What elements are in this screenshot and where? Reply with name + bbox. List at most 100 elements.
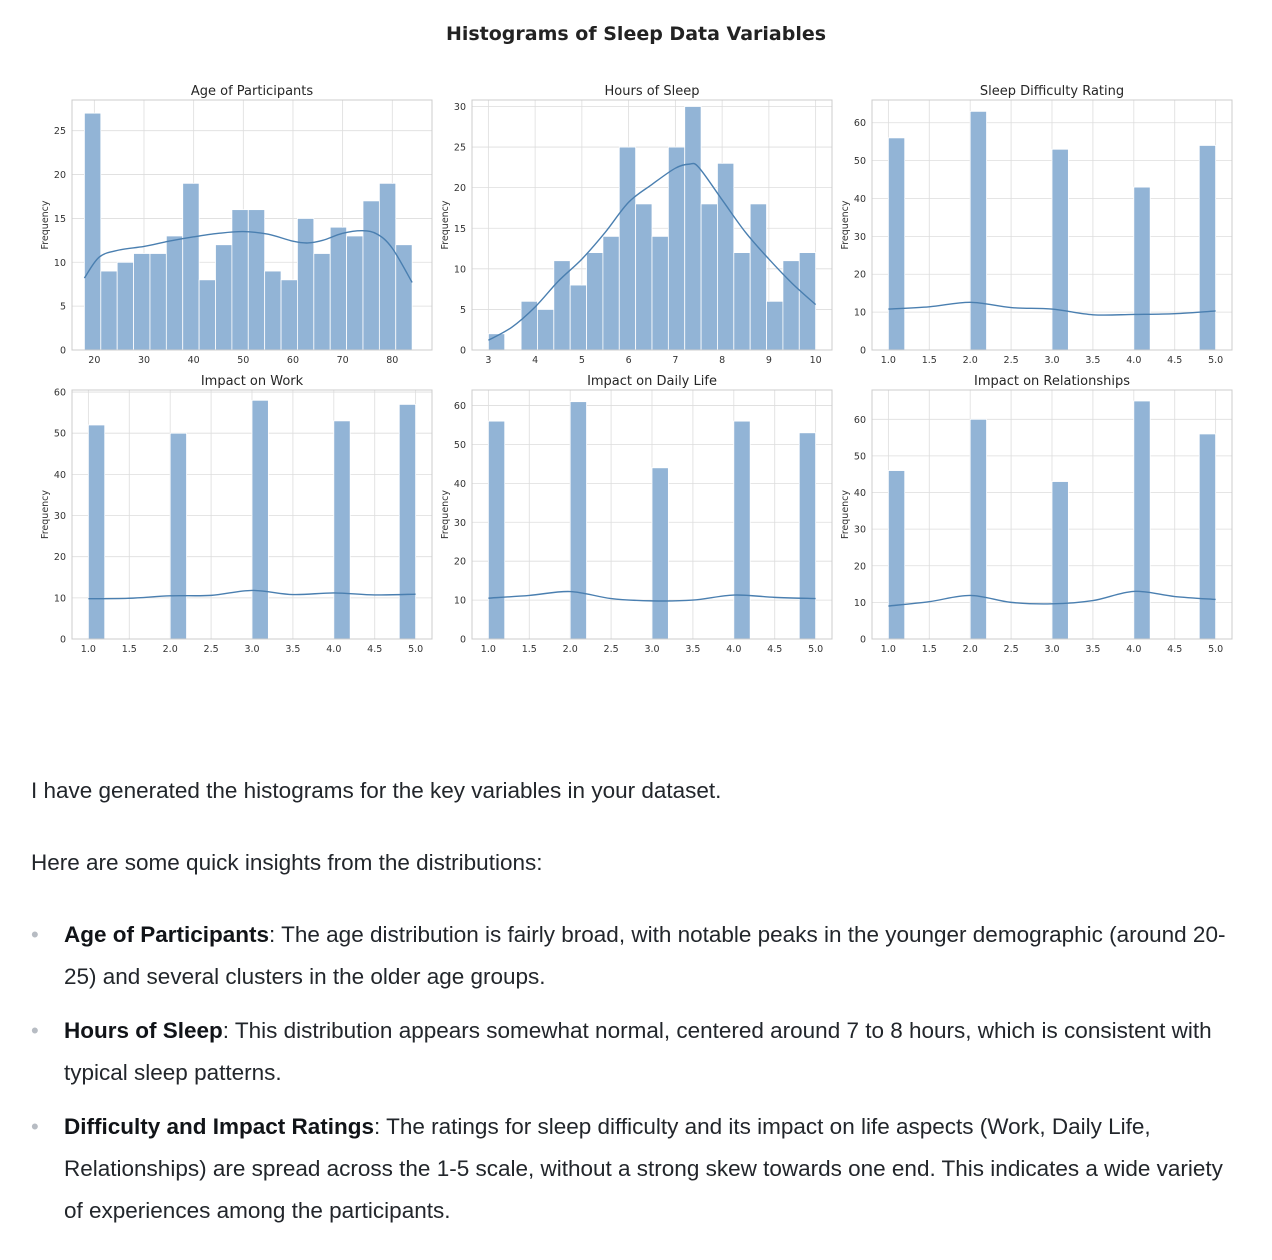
kde-curve — [488, 162, 817, 341]
y-tick-label: 30 — [54, 511, 66, 522]
panel-title: Age of Participants — [191, 84, 314, 99]
bullet-icon: • — [31, 1114, 39, 1139]
x-tick-label: 1.5 — [522, 644, 537, 655]
x-tick-label: 5 — [579, 355, 585, 366]
histogram-bar — [1133, 400, 1151, 640]
x-tick-label: 5.0 — [1208, 355, 1223, 366]
x-tick-label: 4.0 — [1126, 644, 1141, 655]
histogram-bar — [766, 300, 784, 351]
histogram-bar — [1133, 186, 1151, 351]
axes-frame — [471, 99, 833, 351]
histogram-bar — [280, 279, 298, 351]
figure-title: Histograms of Sleep Data Variables — [446, 23, 826, 45]
histogram-bar — [553, 260, 571, 351]
x-tick-label: 70 — [337, 355, 349, 366]
kde-curve — [488, 590, 816, 602]
insight-term: Hours of Sleep — [64, 1018, 223, 1043]
insight-item-sleep-hours: • Hours of Sleep: This distribution appe… — [31, 1010, 1246, 1094]
y-tick-label: 40 — [454, 479, 466, 490]
histogram-bar — [969, 418, 987, 640]
x-tick-label: 20 — [88, 355, 100, 366]
x-tick-label: 2.0 — [563, 644, 578, 655]
bullet-icon: • — [31, 1018, 39, 1043]
histogram-panel-2: 3 4 5 6 7 8 9 10 0 5 10 15 20 25 30 Hours of Sleep Frequ… — [440, 84, 833, 366]
y-tick-label: 30 — [854, 232, 866, 243]
y-tick-label: 10 — [454, 596, 466, 607]
y-tick-label: 30 — [854, 525, 866, 536]
histogram-bar — [247, 209, 266, 351]
histogram-bar — [182, 182, 200, 351]
histogram-bar — [667, 146, 686, 351]
x-tick-label: 3.0 — [244, 644, 259, 655]
y-tick-label: 20 — [54, 552, 66, 563]
x-tick-label: 2.5 — [1004, 644, 1019, 655]
x-tick-label: 2.5 — [1004, 355, 1019, 366]
x-tick-label: 4.5 — [767, 644, 782, 655]
insight-text: : The ratings for sleep difficulty and i… — [64, 1114, 1223, 1223]
x-tick-label: 7 — [672, 355, 678, 366]
panel-title: Impact on Relationships — [974, 374, 1130, 389]
x-tick-label: 1.0 — [881, 355, 896, 366]
histogram-bar — [569, 401, 587, 640]
histogram-bar — [700, 203, 718, 351]
y-tick-label: 20 — [854, 270, 866, 281]
y-tick-label: 0 — [860, 635, 866, 646]
x-tick-label: 3.5 — [1085, 355, 1100, 366]
x-tick-label: 4 — [532, 355, 538, 366]
axes-frame — [871, 99, 1233, 351]
assistant-message: I have generated the histograms for the … — [31, 770, 1246, 1244]
insight-item-age: • Age of Participants: The age distribut… — [31, 914, 1246, 998]
x-tick-label: 4.5 — [1167, 644, 1182, 655]
x-tick-label: 1.5 — [122, 644, 137, 655]
histogram-bar — [651, 235, 669, 351]
x-tick-label: 80 — [386, 355, 398, 366]
message-insights-lead: Here are some quick insights from the di… — [31, 850, 543, 875]
histogram-bar — [100, 270, 118, 351]
y-axis-label: Frequency — [840, 200, 851, 249]
kde-curve — [83, 229, 413, 283]
histogram-panel-6: 1.0 1.5 2.0 2.5 3.0 3.5 4.0 4.5 5.0 0 10 20 30 40 50 60… — [840, 374, 1233, 655]
x-tick-label: 3.5 — [1085, 644, 1100, 655]
histogram-bar — [378, 182, 397, 351]
histogram-bar — [969, 110, 987, 351]
histogram-bar — [520, 300, 538, 351]
y-tick-label: 10 — [854, 598, 866, 609]
bullet-icon: • — [31, 922, 39, 947]
y-tick-label: 30 — [454, 102, 466, 113]
y-tick-label: 25 — [54, 126, 66, 137]
histogram-bar — [651, 467, 669, 640]
y-tick-label: 60 — [854, 415, 866, 426]
x-tick-label: 5.0 — [808, 644, 823, 655]
y-tick-label: 40 — [854, 194, 866, 205]
y-tick-label: 0 — [860, 346, 866, 357]
histogram-bar — [398, 403, 417, 640]
x-tick-label: 1.0 — [81, 644, 96, 655]
histogram-bar — [251, 399, 269, 640]
histogram-bar — [297, 218, 315, 351]
x-tick-label: 4.5 — [367, 644, 382, 655]
histogram-bar — [798, 252, 817, 351]
histogram-figure-svg: Histograms of Sleep Data Variables 20 30 4… — [40, 23, 1233, 655]
axes-frame — [71, 389, 433, 640]
histogram-bar — [1051, 148, 1069, 351]
panel-title: Hours of Sleep — [605, 84, 700, 99]
x-tick-label: 50 — [237, 355, 249, 366]
x-tick-label: 5.0 — [408, 644, 423, 655]
histogram-bar — [618, 146, 637, 351]
axes-frame — [871, 389, 1233, 640]
y-tick-label: 5 — [460, 305, 466, 316]
histogram-panel-3: 1.0 1.5 2.0 2.5 3.0 3.5 4.0 4.5 5.0 0 10 20 30 40 50 60… — [840, 84, 1233, 366]
histogram-bar — [733, 420, 751, 640]
histogram-figure: Histograms of Sleep Data Variables 20 30 4… — [40, 23, 1233, 655]
y-tick-label: 10 — [854, 308, 866, 319]
x-tick-label: 2.0 — [963, 644, 978, 655]
x-tick-label: 2.0 — [163, 644, 178, 655]
histogram-bar — [1198, 145, 1217, 351]
histogram-bar — [887, 137, 906, 351]
histogram-bar — [87, 424, 106, 640]
y-tick-label: 5 — [60, 302, 66, 313]
histogram-bar — [1051, 481, 1069, 640]
x-tick-label: 2.5 — [204, 644, 219, 655]
insight-text: : The age distribution is fairly broad, … — [64, 922, 1226, 989]
y-axis-label: Frequency — [440, 200, 451, 249]
